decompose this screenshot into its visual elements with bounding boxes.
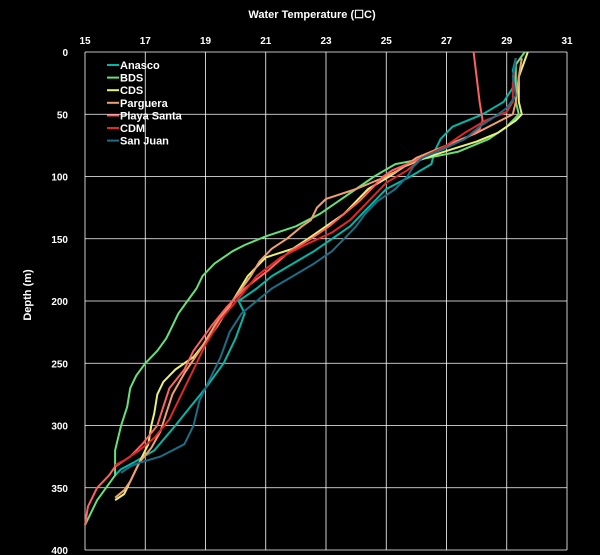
x-tick-label: 29 <box>501 36 513 47</box>
series-line-cdm <box>114 58 517 467</box>
series-line-anasco <box>114 57 517 476</box>
x-tick-label: 15 <box>79 36 91 47</box>
legend-label: San Juan <box>120 136 169 148</box>
legend-label: CDS <box>120 85 143 97</box>
x-tick-label: 17 <box>140 36 152 47</box>
y-tick-label: 350 <box>51 484 68 495</box>
legend-label: BDS <box>120 73 143 85</box>
x-axis-title: Water Temperature (☐C) <box>248 9 376 21</box>
x-tick-label: 31 <box>561 36 573 47</box>
series-lines <box>84 51 529 526</box>
x-tick-label: 21 <box>260 36 272 47</box>
x-tick-labels: 15 17 19 21 23 25 27 29 31 <box>79 36 573 47</box>
y-tick-label: 300 <box>51 422 68 433</box>
x-tick-label: 27 <box>441 36 453 47</box>
x-tick-label: 19 <box>200 36 212 47</box>
series-line-san-juan <box>120 58 517 474</box>
legend-label: Playa Santa <box>120 110 183 122</box>
y-tick-label: 200 <box>51 297 68 308</box>
legend-label: CDM <box>120 123 145 135</box>
y-tick-label: 100 <box>51 173 68 184</box>
y-tick-label: 0 <box>62 48 68 59</box>
series-line-bds <box>84 51 526 526</box>
y-tick-label: 50 <box>57 110 69 121</box>
y-tick-label: 400 <box>51 546 68 555</box>
y-tick-label: 150 <box>51 235 68 246</box>
legend-label: Anasco <box>120 60 160 72</box>
x-tick-label: 25 <box>381 36 393 47</box>
y-axis-title: Depth (m) <box>22 269 34 321</box>
grid <box>84 51 568 551</box>
y-tick-label: 250 <box>51 359 68 370</box>
x-tick-label: 23 <box>320 36 332 47</box>
y-tick-labels: 0 50 100 150 200 250 300 350 400 <box>51 48 68 555</box>
legend-label: Parguera <box>120 98 169 110</box>
